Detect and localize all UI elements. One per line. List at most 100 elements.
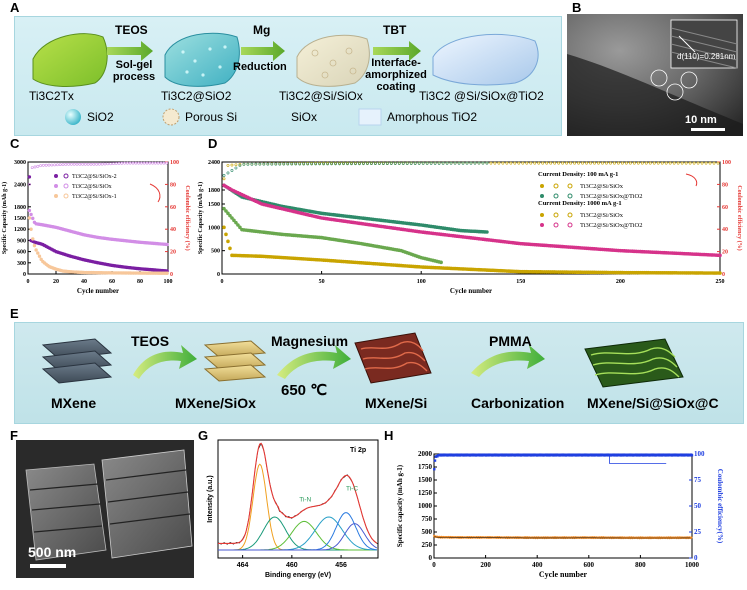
y-tick-label: 1250 [418, 489, 433, 497]
efficiency-point [238, 164, 242, 167]
efficiency-point [477, 161, 481, 165]
y-tick-label: 1500 [418, 476, 433, 484]
efficiency-point [95, 162, 99, 166]
mxene-si-siox-c-block-image [584, 338, 684, 388]
efficiency-point [156, 161, 160, 165]
x-tick-label: 800 [635, 561, 646, 569]
lattice-spacing-label: d(110)=0.281nm [677, 52, 736, 61]
series-point [165, 242, 169, 247]
y2-tick-label: 75 [694, 476, 702, 484]
process-arrow-e2 [277, 345, 351, 379]
legend-marker [567, 222, 573, 228]
annotation-ti-n: Ti-N [299, 497, 311, 504]
series-point [29, 227, 33, 231]
legend-marker [567, 183, 573, 189]
efficiency-point [688, 161, 692, 165]
y-tick-label: 250 [422, 541, 433, 549]
annotation-ti-c: Ti-C [346, 486, 358, 493]
efficiency-point [61, 163, 65, 166]
efficiency-point [326, 162, 329, 166]
efficiency-point [489, 161, 493, 165]
efficiency-point [605, 161, 608, 165]
x-axis-label: Cycle number [77, 287, 119, 295]
sio2-coated-sheet-image [164, 32, 240, 87]
efficiency-point [53, 163, 57, 167]
efficiency-point [306, 162, 310, 166]
efficiency-point [318, 162, 322, 166]
y-tick-label: 1800 [208, 188, 220, 194]
panel-label-g: G [198, 428, 209, 443]
series-point [39, 257, 43, 262]
efficiency-point [449, 161, 453, 165]
efficiency-point [354, 162, 357, 166]
stage-mxene-label: MXene [51, 395, 97, 411]
efficiency-point [501, 161, 505, 165]
efficiency-point [330, 162, 333, 166]
arrow-2-top-label: Mg [253, 23, 271, 37]
series-point [439, 260, 443, 265]
efficiency-point [310, 162, 314, 166]
efficiency-point [47, 163, 51, 167]
series-point [222, 225, 226, 230]
efficiency-point [437, 161, 441, 165]
series-point [228, 213, 232, 218]
step-magnesium-label: Magnesium [271, 333, 349, 349]
mxene-sheet-image [32, 33, 108, 87]
efficiency-point [513, 161, 517, 165]
y-tick-label: 750 [422, 515, 433, 523]
efficiency-point [577, 161, 580, 165]
efficiency-point [112, 162, 115, 166]
y-tick-label: 500 [211, 249, 220, 255]
y2-tick-label: 100 [722, 160, 731, 166]
y2-tick-label: 50 [694, 502, 702, 510]
efficiency-point [413, 162, 417, 165]
efficiency-point [334, 162, 337, 166]
efficiency-point [266, 162, 270, 166]
efficiency-point [137, 161, 141, 165]
series-point [37, 254, 42, 258]
efficiency-point [585, 161, 588, 165]
efficiency-point [664, 161, 668, 165]
efficiency-point [433, 467, 436, 471]
efficiency-point [690, 454, 694, 457]
x-tick-label: 460 [286, 562, 298, 569]
panel-label-f: F [10, 428, 18, 443]
efficiency-point [92, 162, 96, 166]
arrow-1-bottom-label: Sol-gel process [112, 59, 156, 83]
series-point [224, 232, 228, 237]
panel-b-tem-image: d(110)=0.281nm 10 nm [567, 14, 743, 136]
efficiency-point [517, 161, 521, 165]
y2-axis-label: Coulombic efficiency (%) [736, 185, 743, 250]
efficiency-point [234, 166, 238, 170]
efficiency-point [369, 162, 373, 166]
y2-tick-label: 40 [722, 227, 728, 233]
step-pmma-label: PMMA [489, 333, 532, 349]
efficiency-point [473, 161, 477, 165]
y-tick-label: 1800 [14, 205, 26, 211]
y2-axis-label: Coulombic efficiency (%) [184, 185, 191, 250]
efficiency-point [44, 163, 48, 167]
panel-f-sem-image: 500 nm [16, 440, 194, 578]
efficiency-point [433, 459, 437, 462]
x-tick-label: 600 [584, 561, 595, 569]
efficiency-point [258, 162, 262, 166]
efficiency-point [505, 161, 509, 165]
x-tick-label: 0 [432, 561, 436, 569]
series-point [234, 220, 238, 225]
panel-label-d: D [208, 136, 218, 151]
x-tick-label: 40 [81, 279, 87, 285]
efficiency-point [103, 162, 107, 166]
efficiency-point [597, 161, 600, 165]
series-point [228, 246, 232, 251]
y-tick-label: 1000 [418, 502, 433, 510]
y-tick-label: 1500 [14, 216, 26, 222]
x-tick-label: 400 [532, 561, 543, 569]
efficiency-point [64, 163, 68, 166]
series-point [485, 230, 489, 234]
efficiency-point [433, 161, 437, 165]
efficiency-point [33, 165, 37, 169]
series-point [34, 248, 38, 252]
efficiency-point [557, 161, 561, 165]
efficiency-point [573, 161, 576, 165]
x-tick-label: 464 [237, 562, 249, 569]
